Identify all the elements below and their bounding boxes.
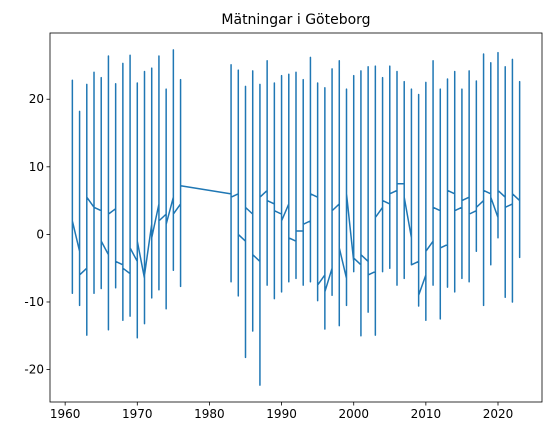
x-tick-label: 2020	[483, 407, 514, 421]
x-tick-label: 1970	[122, 407, 153, 421]
x-tick-label: 1980	[194, 407, 225, 421]
data-line	[71, 49, 521, 386]
x-tick-label: 2010	[411, 407, 442, 421]
y-tick-label: 10	[29, 160, 44, 174]
y-tick-label: -10	[24, 295, 44, 309]
x-tick-label: 1960	[50, 407, 81, 421]
x-tick-label: 2000	[338, 407, 369, 421]
y-tick-label: 0	[36, 227, 44, 241]
y-tick-label: 20	[29, 92, 44, 106]
axes-frame	[49, 32, 543, 403]
x-tick-label: 1990	[266, 407, 297, 421]
chart-title: Mätningar i Göteborg	[221, 12, 370, 28]
y-tick-label: -20	[24, 363, 44, 377]
